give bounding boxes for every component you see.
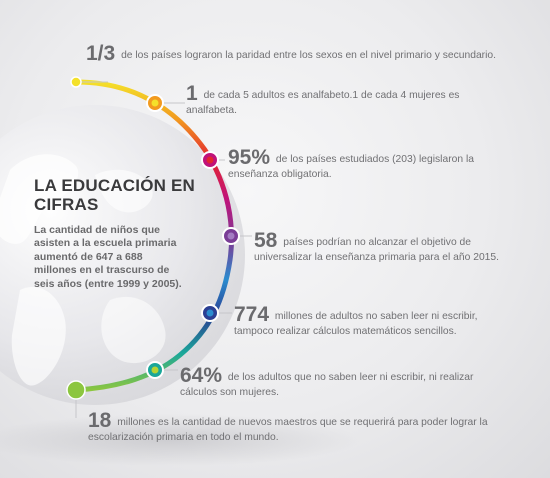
fact-6: 64% de los adultos que no saben leer ni … <box>180 364 480 399</box>
page-title: LA EDUCACIÓN EN CIFRAS <box>34 176 196 214</box>
fact-figure: 64% <box>180 364 223 387</box>
fact-figure: 58 <box>254 229 278 252</box>
fact-7: 18 millones es la cantidad de nuevos mae… <box>88 409 508 444</box>
fact-figure: 1 <box>186 82 198 105</box>
fact-text: de los países lograron la paridad entre … <box>121 50 496 61</box>
marker-1 <box>70 76 82 88</box>
fact-text: millones de adultos no saben leer ni esc… <box>234 311 478 337</box>
fact-2: 1 de cada 5 adultos es analfabeto.1 de c… <box>186 82 466 117</box>
fact-3: 95% de los países estudiados (203) legis… <box>228 146 498 181</box>
fact-1: 1/3 de los países lograron la paridad en… <box>86 42 506 65</box>
fact-figure: 1/3 <box>86 42 116 65</box>
intro-text: La cantidad de niños que asisten a la es… <box>34 224 182 290</box>
fact-text: países podrían no alcanzar el objetivo d… <box>254 237 499 263</box>
fact-text: millones es la cantidad de nuevos maestr… <box>88 417 488 443</box>
fact-figure: 95% <box>228 146 271 169</box>
fact-5: 774 millones de adultos no saben leer ni… <box>234 303 516 338</box>
fact-figure: 774 <box>234 303 270 326</box>
fact-text: de los adultos que no saben leer ni escr… <box>180 372 474 398</box>
marker-7 <box>66 380 86 400</box>
fact-4: 58 países podrían no alcanzar el objetiv… <box>254 229 522 264</box>
fact-text: de cada 5 adultos es analfabeto.1 de cad… <box>186 90 460 116</box>
fact-figure: 18 <box>88 409 112 432</box>
fact-text: de los países estudiados (203) legislaro… <box>228 154 474 180</box>
